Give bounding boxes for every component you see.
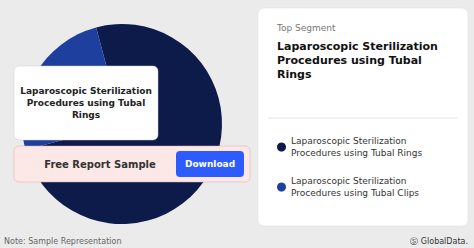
svg-text:Laparoscopic Sterilization: Laparoscopic Sterilization (291, 176, 406, 186)
svg-text:Top Segment: Top Segment (276, 23, 336, 33)
svg-text:Procedures using Tubal: Procedures using Tubal (27, 98, 146, 108)
svg-text:Rings: Rings (72, 110, 100, 120)
svg-text:Ⓢ GlobalData.: Ⓢ GlobalData. (410, 237, 468, 246)
svg-text:Note: Sample Representation: Note: Sample Representation (4, 237, 121, 246)
svg-text:Download: Download (185, 159, 235, 169)
svg-text:Laparoscopic Sterilization: Laparoscopic Sterilization (291, 136, 406, 146)
svg-text:Procedures using Tubal Clips: Procedures using Tubal Clips (291, 188, 419, 198)
svg-text:Laparoscopic Sterilization: Laparoscopic Sterilization (20, 86, 152, 96)
svg-text:Free Report Sample: Free Report Sample (44, 159, 156, 170)
svg-text:Rings: Rings (277, 68, 312, 81)
svg-text:Procedures using Tubal: Procedures using Tubal (277, 54, 422, 67)
svg-text:Laparoscopic Sterilization: Laparoscopic Sterilization (277, 40, 438, 53)
svg-text:Procedures using Tubal Rings: Procedures using Tubal Rings (291, 148, 423, 158)
